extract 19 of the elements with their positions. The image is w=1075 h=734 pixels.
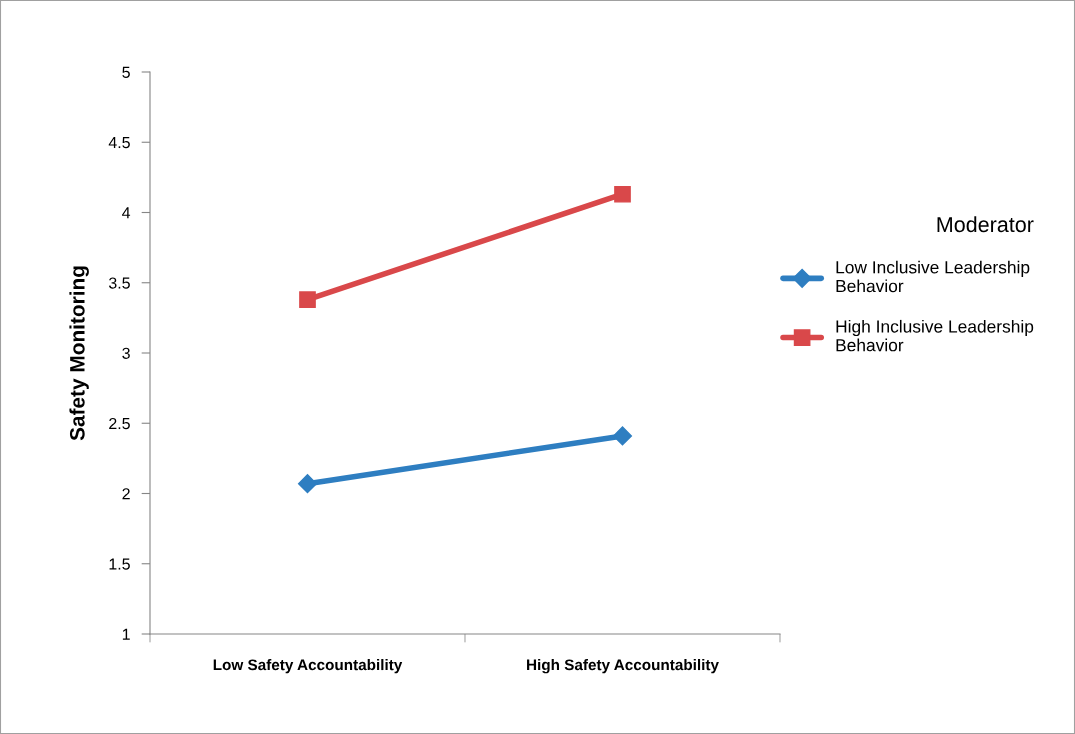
x-tick-label: Low Safety Accountability (213, 659, 403, 674)
point (297, 474, 318, 494)
y-axis-title: Safety Monitoring (69, 266, 89, 441)
y-tick-label: 5 (122, 66, 130, 78)
y-tick-label: 2 (122, 488, 130, 500)
y-tick-label: 1.5 (109, 558, 130, 570)
y-tick-label: 4.5 (108, 137, 130, 149)
point (614, 185, 631, 203)
y-tick-label: 4 (122, 207, 131, 219)
legend-label: Low Inclusive Leadership Behavior (836, 260, 1030, 293)
x-tick-label: High Safety Accountability (527, 659, 719, 674)
point (612, 426, 633, 446)
legend-label: High Inclusive Leadership Behavior (836, 319, 1034, 352)
y-tick-label: 3.5 (108, 277, 130, 289)
y-tick-label: 3 (122, 347, 130, 359)
point (299, 291, 316, 308)
y-tick-label: 2.5 (109, 417, 130, 430)
y-tick-label: 1 (122, 628, 130, 640)
legend-title: Moderator (937, 216, 1034, 233)
